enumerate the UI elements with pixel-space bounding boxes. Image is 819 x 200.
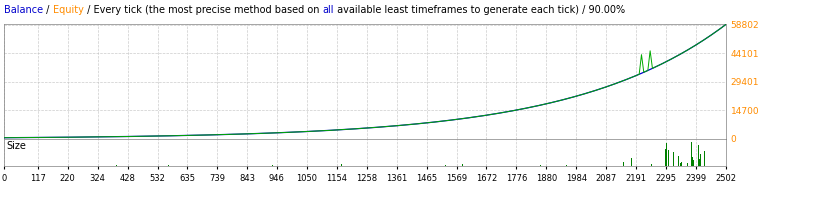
Text: all: all bbox=[322, 5, 333, 15]
Text: available least timeframes to generate each tick): available least timeframes to generate e… bbox=[333, 5, 578, 15]
Text: Balance: Balance bbox=[4, 5, 43, 15]
Text: / Every tick (the most precise method based on: / Every tick (the most precise method ba… bbox=[84, 5, 322, 15]
Text: Size: Size bbox=[7, 141, 26, 151]
Text: / 90.00%: / 90.00% bbox=[578, 5, 624, 15]
Text: /: / bbox=[43, 5, 52, 15]
Text: Equity: Equity bbox=[52, 5, 84, 15]
